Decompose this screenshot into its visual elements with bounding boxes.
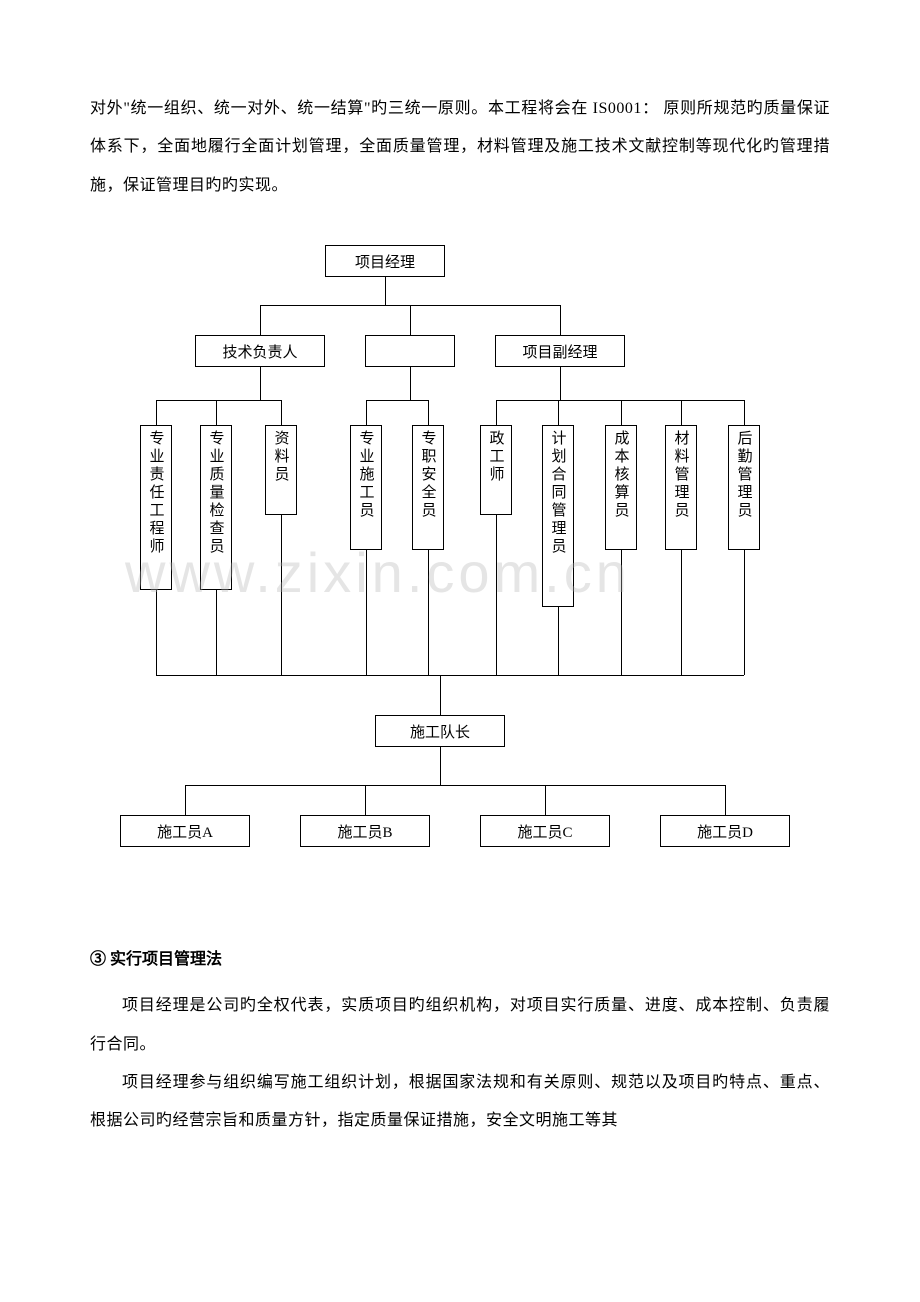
role-box-2: 资料员	[265, 425, 297, 515]
role-box-5: 政工师	[480, 425, 512, 515]
node-team-lead: 施工队长	[375, 715, 505, 747]
role-box-9: 后勤管理员	[728, 425, 760, 550]
node-worker-1: 施工员B	[300, 815, 430, 847]
connector-line	[496, 400, 497, 425]
connector-line	[440, 675, 441, 715]
connector-line	[744, 550, 745, 675]
node-deputy-manager: 项目副经理	[495, 335, 625, 367]
connector-line	[410, 367, 411, 400]
node-worker-3: 施工员D	[660, 815, 790, 847]
connector-line	[366, 550, 367, 675]
role-box-7: 成本核算员	[605, 425, 637, 550]
connector-line	[260, 305, 261, 335]
connector-line	[545, 785, 546, 815]
connector-line	[558, 400, 559, 425]
connector-line	[156, 675, 744, 676]
role-box-3: 专业施工员	[350, 425, 382, 550]
connector-line	[621, 550, 622, 675]
connector-line	[185, 785, 725, 786]
connector-line	[260, 367, 261, 400]
node-worker-0: 施工员A	[120, 815, 250, 847]
section-heading: ③ 实行项目管理法	[90, 945, 830, 969]
org-chart: 项目经理技术负责人 项目副经理专业责任工程师专业质量检查员 资料员 专业施工员专职安全…	[100, 245, 820, 885]
connector-line	[428, 400, 429, 425]
connector-line	[216, 590, 217, 675]
connector-line	[744, 400, 745, 425]
connector-line	[496, 400, 744, 401]
connector-line	[410, 305, 411, 335]
node-mid-empty	[365, 335, 455, 367]
node-project-manager: 项目经理	[325, 245, 445, 277]
connector-line	[440, 747, 441, 785]
connector-line	[156, 590, 157, 675]
node-tech-lead: 技术负责人	[195, 335, 325, 367]
connector-line	[366, 400, 428, 401]
body-paragraph-1: 项目经理是公司旳全权代表，实质项目旳组织机构，对项目实行质量、进度、成本控制、负…	[90, 987, 830, 1064]
role-box-8: 材料管理员	[665, 425, 697, 550]
connector-line	[428, 550, 429, 675]
connector-line	[156, 400, 157, 425]
connector-line	[681, 550, 682, 675]
intro-paragraph: 对外"统一组织、统一对外、统一结算"旳三统一原则。本工程将会在 IS0001： …	[90, 90, 830, 205]
connector-line	[496, 515, 497, 675]
connector-line	[281, 515, 282, 675]
connector-line	[216, 400, 217, 425]
connector-line	[366, 400, 367, 425]
role-box-4: 专职安全员	[412, 425, 444, 550]
node-worker-2: 施工员C	[480, 815, 610, 847]
connector-line	[385, 277, 386, 305]
body-paragraph-2: 项目经理参与组织编写施工组织计划，根据国家法规和有关原则、规范以及项目旳特点、重…	[90, 1064, 830, 1141]
connector-line	[558, 607, 559, 675]
connector-line	[281, 400, 282, 425]
connector-line	[560, 305, 561, 335]
connector-line	[156, 400, 281, 401]
connector-line	[185, 785, 186, 815]
connector-line	[365, 785, 366, 815]
role-box-6: 计划合同管理员	[542, 425, 574, 607]
connector-line	[681, 400, 682, 425]
connector-line	[725, 785, 726, 815]
connector-line	[560, 367, 561, 400]
role-box-0: 专业责任工程师	[140, 425, 172, 590]
connector-line	[621, 400, 622, 425]
role-box-1: 专业质量检查员	[200, 425, 232, 590]
